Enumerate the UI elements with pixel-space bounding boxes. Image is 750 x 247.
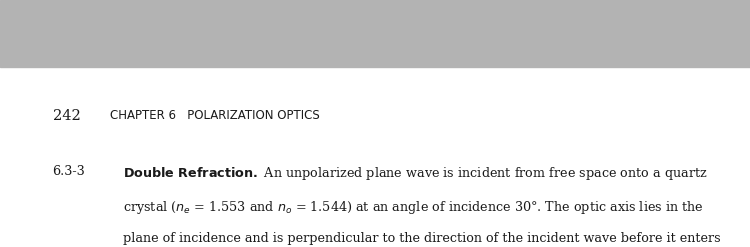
Text: 6.3-3: 6.3-3 (53, 165, 86, 179)
Text: plane of incidence and is perpendicular to the direction of the incident wave be: plane of incidence and is perpendicular … (123, 232, 721, 245)
Text: crystal ($n_e$ = 1.553 and $n_o$ = 1.544) at an angle of incidence 30°. The opti: crystal ($n_e$ = 1.553 and $n_o$ = 1.544… (123, 199, 703, 216)
Text: $\mathbf{Double\ Refraction.}$ An unpolarized plane wave is incident from free s: $\mathbf{Double\ Refraction.}$ An unpola… (123, 165, 708, 183)
Text: CHAPTER 6   POLARIZATION OPTICS: CHAPTER 6 POLARIZATION OPTICS (110, 109, 320, 122)
Text: 242: 242 (53, 109, 80, 123)
